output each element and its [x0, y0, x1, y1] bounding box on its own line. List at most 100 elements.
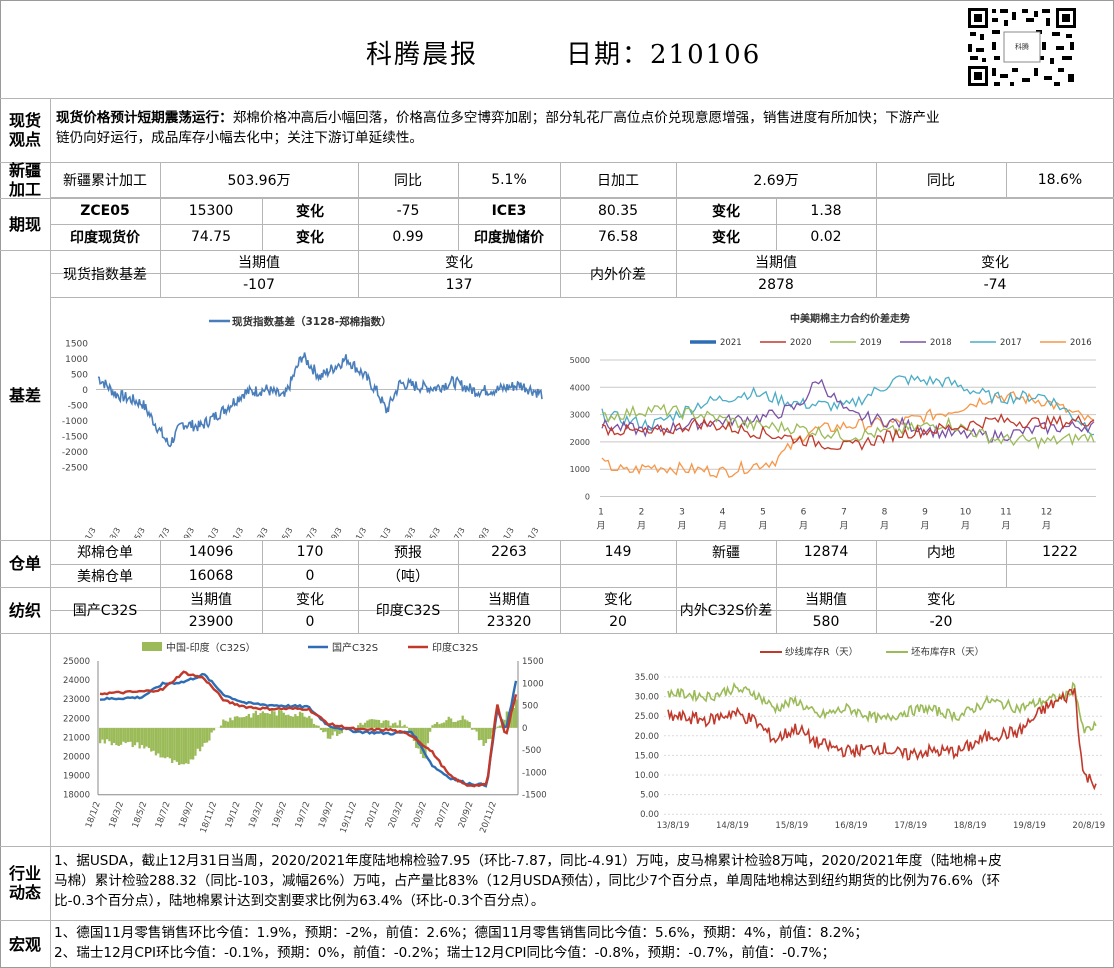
xj-cum-label: 新疆累计加工 — [63, 173, 147, 189]
basis-spot-cur: -107 — [243, 277, 275, 293]
spread-chart: 中美期棉主力合约价差走势 2021 2020 2019 2018 2017 2016 50… — [570, 312, 1096, 532]
basis-xtick: 2019/1/3 — [220, 526, 246, 538]
yarn-diff-bar — [173, 727, 176, 761]
yarn-diff-bar — [482, 727, 485, 746]
spread-ytick: 1000 — [570, 465, 590, 474]
yarn-diff-bar — [140, 727, 144, 745]
section-spot-view: 现货 观点 — [8, 111, 41, 149]
yarn-diff-bar — [356, 725, 360, 728]
spread-ytick: 5000 — [570, 356, 590, 365]
basis-diff-cur: 2878 — [758, 277, 794, 293]
yarn-diff-bar — [184, 727, 188, 764]
yarn-diff-bar — [266, 713, 269, 728]
yarn-diff-bar — [294, 714, 297, 728]
yarn-diff-bar — [394, 722, 397, 728]
basis-xtick: 2018/1/3 — [72, 526, 98, 538]
yarn-legend-label: 中国-印度（C32S） — [166, 641, 256, 654]
basis-xtick: 2019/9/3 — [318, 526, 344, 538]
xj-yoy-value: 5.1% — [491, 172, 527, 188]
basis-spot-chg: 137 — [445, 277, 473, 293]
basis-xtick: 2019/5/3 — [269, 526, 295, 538]
section-macro: 宏观 — [8, 934, 41, 954]
yarn-diff-bar — [408, 727, 411, 732]
inv-xtick: 19/8/19 — [1013, 821, 1046, 831]
inv-legend-label: 纱线库存R（天） — [785, 646, 858, 658]
yarn-legend-label: 国产C32S — [332, 641, 378, 654]
yarn-diff-bar — [391, 723, 395, 728]
yarn-diff-bar — [99, 727, 102, 744]
spread-legend-label: 2021 — [720, 338, 742, 348]
yarn-ytick-right: 0 — [522, 724, 527, 734]
yarn-diff-bar — [178, 727, 181, 765]
yarn-diff-bar — [322, 727, 325, 733]
report-title: 科腾晨报 — [366, 40, 479, 70]
yarn-diff-bar — [287, 714, 290, 728]
yarn-diff-bar — [182, 727, 185, 765]
basis-xtick: 2018/11/3 — [192, 526, 220, 538]
yarn-diff-bar — [133, 727, 137, 746]
wh-xj-label: 新疆 — [712, 545, 740, 561]
fut-zce05-chg: -75 — [396, 203, 420, 219]
spread-legend-label: 2018 — [930, 338, 952, 348]
yarn-diff-bar — [168, 727, 172, 759]
basis-xtick: 2020/7/3 — [441, 526, 467, 538]
inv-xtick: 16/8/19 — [835, 821, 868, 831]
inv-ytick: 30.00 — [635, 693, 659, 703]
tx-dom-cur-label: 当期值 — [190, 591, 232, 608]
yarn-diff-bar — [259, 713, 262, 728]
yarn-diff-bar — [317, 725, 320, 728]
yarn-diff-bar — [157, 727, 160, 754]
spread-ytick: 3000 — [570, 411, 590, 420]
yarn-price-chart: 中国-印度（C32S） 国产C32S 印度C32S 25000 24000 23000 2… — [63, 641, 547, 835]
fut-zce05-price: 15300 — [188, 203, 234, 219]
spread-xtick-unit: 月 — [758, 521, 767, 532]
basis-series-line — [97, 352, 543, 448]
spread-xtick-unit: 月 — [596, 521, 605, 532]
yarn-ytick-left: 19000 — [63, 772, 90, 782]
industry-line-3: 比-0.3个百分点），陆地棉累计达到交割要求比例为63.4%（环比-0.3个百分… — [54, 893, 545, 909]
yarn-diff-bar — [136, 727, 139, 743]
yarn-diff-bar — [447, 716, 450, 728]
yarn-diff-bar — [375, 719, 378, 728]
spread-xtick: 11 — [1000, 508, 1011, 518]
spread-xtick: 2 — [639, 508, 645, 518]
yarn-diff-bar — [268, 713, 271, 728]
yarn-diff-bar — [480, 727, 483, 740]
spread-xtick: 7 — [841, 508, 847, 518]
section-basis: 基差 — [8, 385, 41, 405]
yarn-diff-bar — [117, 727, 120, 746]
wh-inland-label: 内地 — [927, 545, 955, 561]
spread-xtick: 6 — [801, 508, 807, 518]
yarn-diff-bar — [324, 727, 327, 732]
yarn-diff-bar — [456, 720, 460, 728]
spread-series-2020 — [601, 413, 1095, 451]
inv-ytick: 25.00 — [635, 712, 659, 722]
tx-diff-cur: 580 — [812, 613, 840, 630]
cloth-inventory-line — [667, 681, 1097, 734]
yarn-diff-bar — [124, 727, 127, 744]
spread-xtick-unit: 月 — [637, 521, 646, 532]
yarn-diff-bar — [145, 727, 148, 747]
yarn-diff-bar — [226, 721, 230, 728]
basis-xtick: 2019/11/3 — [340, 526, 368, 538]
xj-daily-yoy-label: 同比 — [927, 173, 955, 189]
yarn-diff-bar — [212, 727, 216, 731]
yarn-legend-swatch — [142, 642, 162, 651]
yarn-diff-bar — [433, 723, 436, 728]
wh-us-val: 16068 — [188, 567, 234, 584]
yarn-diff-bar — [363, 722, 367, 728]
yarn-diff-bar — [131, 727, 134, 748]
tx-ind-cur-label: 当期值 — [488, 591, 530, 608]
yarn-diff-bar — [487, 727, 490, 740]
basis-ytick: 500 — [71, 371, 88, 381]
yarn-diff-bar — [175, 727, 178, 762]
svg-text:科腾: 科腾 — [1015, 42, 1029, 51]
yarn-diff-bar — [250, 717, 253, 728]
yarn-diff-bar — [164, 727, 167, 759]
basis-ytick: 1500 — [65, 340, 88, 350]
basis-ytick: -1500 — [62, 433, 88, 443]
yarn-diff-bar — [108, 727, 111, 742]
wh-xj-val: 12874 — [803, 544, 849, 560]
yarn-diff-bar — [424, 727, 427, 759]
yarn-ytick-left: 22000 — [63, 714, 90, 724]
